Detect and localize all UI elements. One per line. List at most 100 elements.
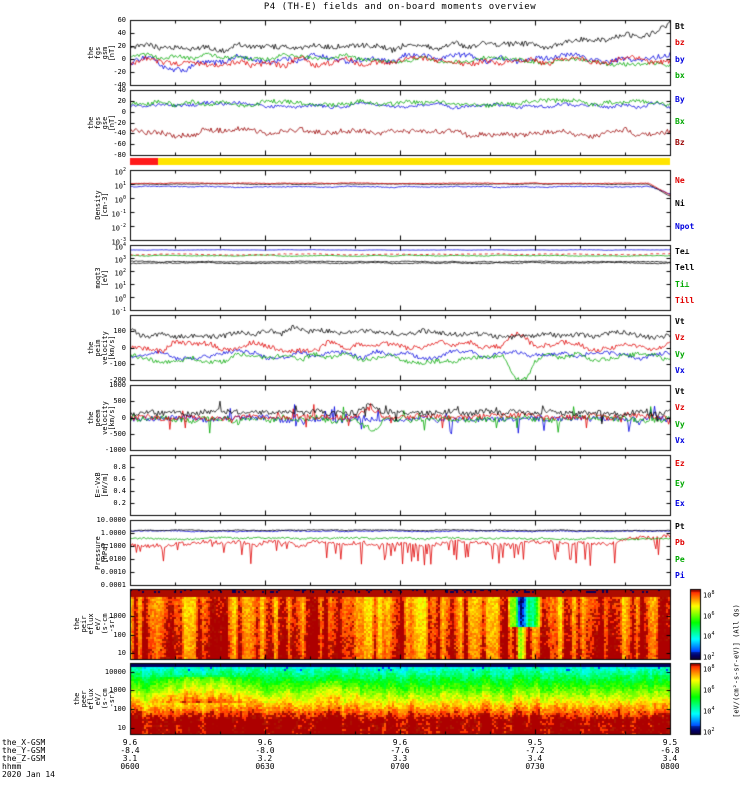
axis-row-label-the_Z-GSM: the_Z-GSM	[2, 754, 46, 763]
axis-row-label-hhmm: hhmm	[2, 762, 22, 771]
axis-value: -8.4	[120, 746, 140, 755]
panel-left-label-pressure: Pressure [nPa]	[94, 535, 109, 570]
legend-label-Vx: Vx	[675, 435, 685, 445]
plot-title: P4 (TH-E) fields and on-board moments ov…	[263, 2, 537, 12]
legend-label-Ex: Ex	[675, 499, 685, 508]
y-tick-label: 1000	[109, 686, 126, 695]
panel-left-label-spec_i: the peir eflux eV/ (s-cm -sr)	[73, 613, 116, 635]
axis-row-label-the_X-GSM: the_X-GSM	[2, 738, 46, 747]
y-tick-label: 10-1	[111, 307, 126, 317]
colorbar-unit-label: [eV/(cm²-s-sr-eV)] (All Qs)	[732, 604, 741, 718]
legend-label-Tell: Tell	[675, 263, 695, 273]
colorbar-tick-label: 108	[703, 664, 715, 674]
legend-label-Ne: Ne	[675, 175, 685, 185]
y-tick-label: 0.8	[113, 463, 126, 471]
legend-label-Pt: Pt	[675, 522, 685, 532]
y-tick-label: 0.4	[113, 487, 126, 495]
y-tick-label: 101	[114, 181, 126, 191]
legend-label-Ti⊥: Ti⊥	[675, 279, 690, 289]
legend-label-Till: Till	[675, 295, 695, 305]
y-tick-label: 100	[113, 327, 126, 336]
y-tick-label: 60	[117, 16, 126, 24]
y-tick-label: -20	[113, 68, 126, 76]
legend-label-Bx: Bx	[675, 116, 685, 126]
y-tick-label: 0.0100	[100, 555, 126, 563]
legend-label-Pi: Pi	[675, 570, 685, 580]
axis-value: 0700	[390, 762, 410, 771]
axis-value: 9.5	[527, 738, 543, 747]
axis-value: 0800	[660, 762, 680, 771]
axis-value: 3.2	[257, 754, 273, 763]
legend-label-Pe: Pe	[675, 554, 685, 564]
y-tick-label: 0	[121, 55, 126, 63]
y-tick-label: 500	[113, 397, 126, 406]
legend-label-bx: bx	[675, 70, 685, 80]
y-tick-label: 10000	[104, 667, 126, 676]
y-tick-label: -40	[113, 81, 126, 89]
y-tick-label: 40	[117, 29, 126, 37]
colorbar-tick-label: 102	[703, 727, 715, 737]
y-tick-label: 0.0001	[100, 581, 126, 589]
axis-value: 3.4	[662, 754, 678, 763]
panel-left-label-fgs_gse: the fgs gse [nT]	[87, 114, 116, 131]
axis-value: 0630	[255, 762, 275, 771]
y-tick-label: -200	[109, 376, 126, 384]
legend-label-Bz: Bz	[675, 138, 685, 148]
y-tick-label: 10.0000	[96, 516, 126, 524]
legend-label-Vy: Vy	[675, 349, 685, 359]
y-tick-label: 0	[121, 107, 126, 116]
axis-value: 0600	[120, 762, 140, 771]
y-tick-label: 102	[114, 268, 126, 278]
colorbar-tick-label: 106	[703, 685, 715, 695]
axis-value: 9.6	[392, 738, 408, 747]
y-tick-label: 1000	[109, 381, 126, 389]
y-tick-label: -500	[109, 429, 126, 438]
y-tick-label: -20	[113, 118, 126, 127]
y-tick-label: 100	[114, 195, 126, 205]
y-tick-label: -60	[113, 140, 126, 149]
y-tick-label: 0.2	[113, 499, 126, 507]
legend-label-Ez: Ez	[675, 459, 685, 468]
y-tick-label: 20	[117, 96, 126, 105]
legend-label-Npot: Npot	[675, 222, 695, 232]
y-tick-label: 0.1000	[100, 542, 126, 550]
y-tick-label: 100	[113, 630, 126, 639]
axis-value: 3.1	[122, 754, 138, 763]
y-tick-label: 100	[113, 705, 126, 714]
panel-left-label-fgs_gsm: the fgs gsm [nT]	[87, 44, 116, 61]
y-tick-label: 10-2	[111, 223, 126, 233]
legend-label-by: by	[675, 54, 685, 64]
legend-label-Vy: Vy	[675, 419, 685, 429]
y-tick-label: 0	[121, 413, 126, 422]
y-tick-label: 0	[121, 343, 126, 352]
y-tick-label: 0.6	[113, 475, 126, 483]
legend-label-bz: bz	[675, 38, 685, 48]
legend-label-Vz: Vz	[675, 403, 685, 413]
axis-value: 3.4	[527, 754, 543, 763]
colorbar-tick-label: 108	[703, 590, 715, 600]
legend-label-Ni: Ni	[675, 199, 685, 208]
y-tick-label: 102	[114, 167, 126, 177]
y-tick-label: 104	[114, 242, 126, 252]
y-tick-label: -40	[113, 129, 126, 138]
y-tick-label: 103	[114, 255, 126, 265]
axis-value: 9.5	[662, 738, 678, 747]
legend-label-Vt: Vt	[675, 387, 685, 397]
y-tick-label: 40	[117, 86, 126, 94]
axis-value: 9.6	[257, 738, 273, 747]
panel-left-label-temperature: moqt3 [eV]	[94, 266, 109, 289]
y-tick-label: 0.0010	[100, 568, 126, 576]
legend-label-Vt: Vt	[675, 317, 685, 327]
legend-label-Pb: Pb	[675, 538, 685, 548]
panel-left-label-vel_i: the peim velocity [km/s]	[87, 330, 116, 365]
colorbar-tick-label: 104	[703, 631, 715, 641]
y-tick-label: 1000	[109, 612, 126, 621]
date-label: 2020 Jan 14	[2, 770, 55, 779]
y-tick-label: 101	[114, 281, 126, 291]
y-tick-label: 10	[117, 649, 126, 658]
axis-value: 0730	[525, 762, 545, 771]
axis-value: 9.6	[122, 738, 138, 747]
y-tick-label: -100	[109, 359, 126, 368]
